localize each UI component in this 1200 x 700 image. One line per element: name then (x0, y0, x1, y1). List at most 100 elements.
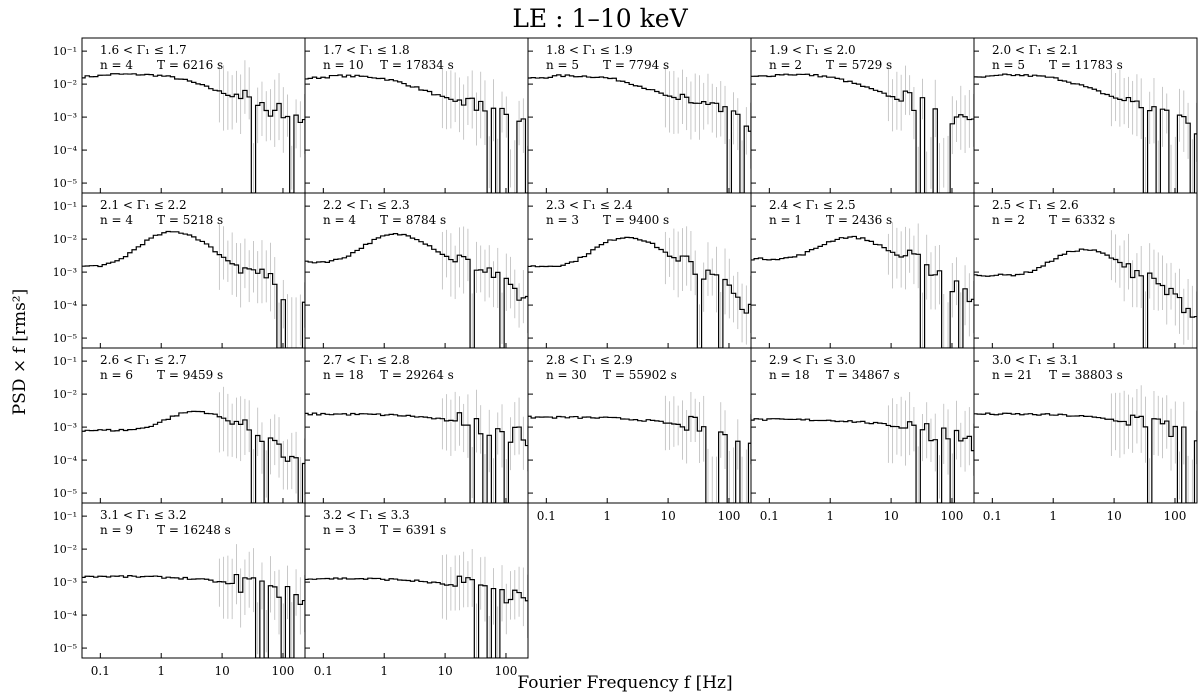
panel-5: 2.0 < Γ₁ ≤ 2.1n = 5 T = 11783 s (973, 37, 1198, 194)
psd-step-line (82, 410, 305, 503)
y-tick-label: 10⁻⁵ (53, 642, 77, 655)
panel-10: 2.5 < Γ₁ ≤ 2.6n = 2 T = 6332 s (973, 192, 1198, 349)
y-tick-label: 10⁻⁴ (53, 144, 78, 157)
y-tick-label: 10⁻⁵ (53, 487, 77, 500)
panel-plot-area (528, 66, 751, 193)
panel-plot-area (974, 385, 1197, 503)
y-tick-label: 10⁻³ (53, 111, 77, 124)
panel-time-label: T = 9459 s (157, 368, 223, 382)
y-tick-label: 10⁻² (53, 78, 77, 91)
psd-step-line (974, 412, 1197, 503)
panel-3: 1.8 < Γ₁ ≤ 1.9n = 5 T = 7794 s (527, 37, 752, 194)
panel-time-label: T = 38803 s (1049, 368, 1123, 382)
x-tick-label: 100 (272, 664, 295, 678)
y-tick-label: 10⁻⁵ (53, 332, 77, 345)
panel-range-label: 2.0 < Γ₁ ≤ 2.1 (992, 43, 1079, 57)
psd-step-line (751, 235, 974, 348)
panel-time-label: T = 5729 s (826, 58, 892, 72)
psd-step-line (305, 74, 528, 193)
y-tick-label: 10⁻¹ (53, 200, 77, 213)
psd-step-line (305, 233, 528, 348)
panel-range-label: 1.8 < Γ₁ ≤ 1.9 (546, 43, 633, 57)
panel-n-label: n = 4 (100, 58, 133, 72)
x-axis-label: Fourier Frequency f [Hz] (517, 673, 733, 693)
panel-time-label: T = 9400 s (603, 213, 669, 227)
panel-n-label: n = 5 (992, 58, 1025, 72)
panel-time-label: T = 6332 s (1049, 213, 1115, 227)
panel-time-label: T = 6391 s (380, 523, 446, 537)
psd-step-line (82, 230, 305, 348)
x-tick-label: 10 (660, 509, 675, 523)
y-tick-label: 10⁻¹ (53, 45, 77, 58)
panel-n-label: n = 3 (546, 213, 579, 227)
y-tick-label: 10⁻¹ (53, 510, 77, 523)
panel-time-label: T = 55902 s (603, 368, 677, 382)
x-tick-label: 0.1 (91, 664, 110, 678)
y-tick-label: 10⁻² (53, 543, 77, 556)
panel-range-label: 3.2 < Γ₁ ≤ 3.3 (323, 508, 410, 522)
panel-plot-area (751, 65, 974, 193)
panel-range-label: 2.2 < Γ₁ ≤ 2.3 (323, 198, 410, 212)
panel-n-label: n = 21 (992, 368, 1033, 382)
panel-n-label: n = 18 (323, 368, 364, 382)
psd-step-line (528, 74, 751, 193)
x-tick-label: 100 (941, 509, 964, 523)
panel-plot-area (305, 226, 528, 348)
panel-range-label: 1.9 < Γ₁ ≤ 2.0 (769, 43, 856, 57)
psd-step-line (528, 415, 751, 503)
panel-n-label: n = 3 (323, 523, 356, 537)
panel-13: 0.1 1 10 100 2.8 < Γ₁ ≤ 2.9n = 30 T = 55902 s (527, 347, 752, 523)
panel-2: 1.7 < Γ₁ ≤ 1.8n = 10 T = 17834 s (304, 37, 529, 194)
panel-time-label: T = 34867 s (826, 368, 900, 382)
panel-16: 10⁻⁵ 10⁻⁴ 10⁻³ 10⁻² 10⁻¹ 0.1 1 10 100 3.1 < Γ₁ ≤ … (53, 502, 306, 678)
panel-frame (304, 502, 529, 659)
panel-range-label: 2.6 < Γ₁ ≤ 2.7 (100, 353, 187, 367)
panel-time-label: T = 8784 s (380, 213, 446, 227)
x-tick-label: 100 (718, 509, 741, 523)
panel-range-label: 1.6 < Γ₁ ≤ 1.7 (100, 43, 187, 57)
panel-time-label: T = 6216 s (157, 58, 223, 72)
psd-step-line (82, 73, 305, 193)
panel-n-label: n = 5 (546, 58, 579, 72)
y-tick-label: 10⁻⁴ (53, 454, 78, 467)
panel-range-label: 2.1 < Γ₁ ≤ 2.2 (100, 198, 187, 212)
panel-time-label: T = 29264 s (380, 368, 454, 382)
panel-6: 10⁻⁵ 10⁻⁴ 10⁻³ 10⁻² 10⁻¹ 2.1 < Γ₁ ≤ 2.2n = 4 T… (53, 192, 306, 349)
x-tick-label: 1 (603, 509, 611, 523)
panel-n-label: n = 4 (100, 213, 133, 227)
psd-step-line (974, 248, 1197, 348)
x-tick-label: 100 (1164, 509, 1187, 523)
x-tick-label: 10 (883, 509, 898, 523)
x-tick-label: 0.1 (983, 509, 1002, 523)
x-tick-label: 10 (437, 664, 452, 678)
y-tick-label: 10⁻⁴ (53, 299, 78, 312)
x-tick-label: 0.1 (537, 509, 556, 523)
x-tick-label: 1 (1049, 509, 1057, 523)
panel-11: 10⁻⁵ 10⁻⁴ 10⁻³ 10⁻² 10⁻¹ 2.6 < Γ₁ ≤ 2.7n = 6 T… (53, 347, 306, 504)
panel-time-label: T = 17834 s (380, 58, 454, 72)
y-tick-label: 10⁻² (53, 233, 77, 246)
y-tick-label: 10⁻⁴ (53, 609, 78, 622)
panel-time-label: T = 5218 s (157, 213, 223, 227)
panel-n-label: n = 10 (323, 58, 364, 72)
panel-n-label: n = 2 (992, 213, 1025, 227)
psd-step-line (305, 412, 528, 503)
panel-range-label: 2.5 < Γ₁ ≤ 2.6 (992, 198, 1079, 212)
panel-plot-area (974, 230, 1197, 348)
x-tick-label: 1 (380, 664, 388, 678)
panel-4: 1.9 < Γ₁ ≤ 2.0n = 2 T = 5729 s (750, 37, 975, 194)
panel-plot-area (751, 392, 974, 503)
panel-plot-area (82, 224, 305, 348)
panel-time-label: T = 11783 s (1049, 58, 1123, 72)
y-tick-label: 10⁻² (53, 388, 77, 401)
panel-plot-area (974, 68, 1197, 193)
psd-step-line (528, 236, 751, 348)
psd-step-line (305, 575, 528, 658)
panel-time-label: T = 16248 s (157, 523, 231, 537)
panel-n-label: n = 30 (546, 368, 587, 382)
panel-plot-area (82, 386, 305, 503)
panel-plot-area (82, 60, 305, 193)
panel-plot-area (751, 222, 974, 348)
panel-12: 2.7 < Γ₁ ≤ 2.8n = 18 T = 29264 s (304, 347, 529, 504)
